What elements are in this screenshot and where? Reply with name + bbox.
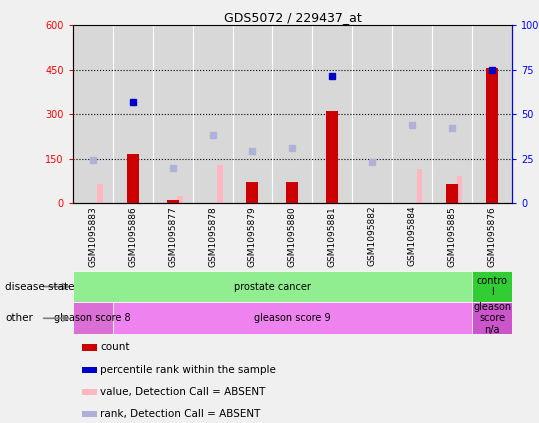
Bar xyxy=(313,25,353,203)
Bar xyxy=(153,25,192,203)
Bar xyxy=(81,389,97,395)
Text: count: count xyxy=(100,343,129,352)
Text: contro
l: contro l xyxy=(476,276,508,297)
Bar xyxy=(81,367,97,373)
Bar xyxy=(192,25,232,203)
Text: other: other xyxy=(5,313,33,323)
Bar xyxy=(472,25,512,203)
Bar xyxy=(286,182,299,203)
Bar xyxy=(177,195,183,203)
Bar xyxy=(246,182,259,203)
Text: prostate cancer: prostate cancer xyxy=(234,282,311,291)
Text: gleason score 8: gleason score 8 xyxy=(54,313,131,323)
Bar xyxy=(73,302,113,334)
Bar xyxy=(167,200,178,203)
Text: gleason score 9: gleason score 9 xyxy=(254,313,331,323)
Bar xyxy=(73,25,113,203)
Bar xyxy=(81,411,97,417)
Text: gleason
score
n/a: gleason score n/a xyxy=(473,302,511,335)
Bar xyxy=(97,184,103,203)
Bar xyxy=(432,25,472,203)
Bar xyxy=(392,25,432,203)
Bar xyxy=(353,25,392,203)
Bar xyxy=(472,271,512,302)
Bar xyxy=(232,25,272,203)
Bar xyxy=(81,344,97,351)
Bar xyxy=(472,302,512,334)
Bar xyxy=(113,25,153,203)
Bar xyxy=(486,68,498,203)
Bar xyxy=(417,169,422,203)
Text: disease state: disease state xyxy=(5,282,75,291)
Bar xyxy=(457,176,462,203)
Text: percentile rank within the sample: percentile rank within the sample xyxy=(100,365,276,375)
Text: value, Detection Call = ABSENT: value, Detection Call = ABSENT xyxy=(100,387,265,397)
Bar xyxy=(326,111,338,203)
Text: rank, Detection Call = ABSENT: rank, Detection Call = ABSENT xyxy=(100,409,260,419)
Bar xyxy=(272,25,313,203)
Bar xyxy=(446,184,458,203)
Bar xyxy=(127,154,139,203)
Title: GDS5072 / 229437_at: GDS5072 / 229437_at xyxy=(224,11,361,24)
Bar xyxy=(113,302,472,334)
Bar xyxy=(217,165,223,203)
